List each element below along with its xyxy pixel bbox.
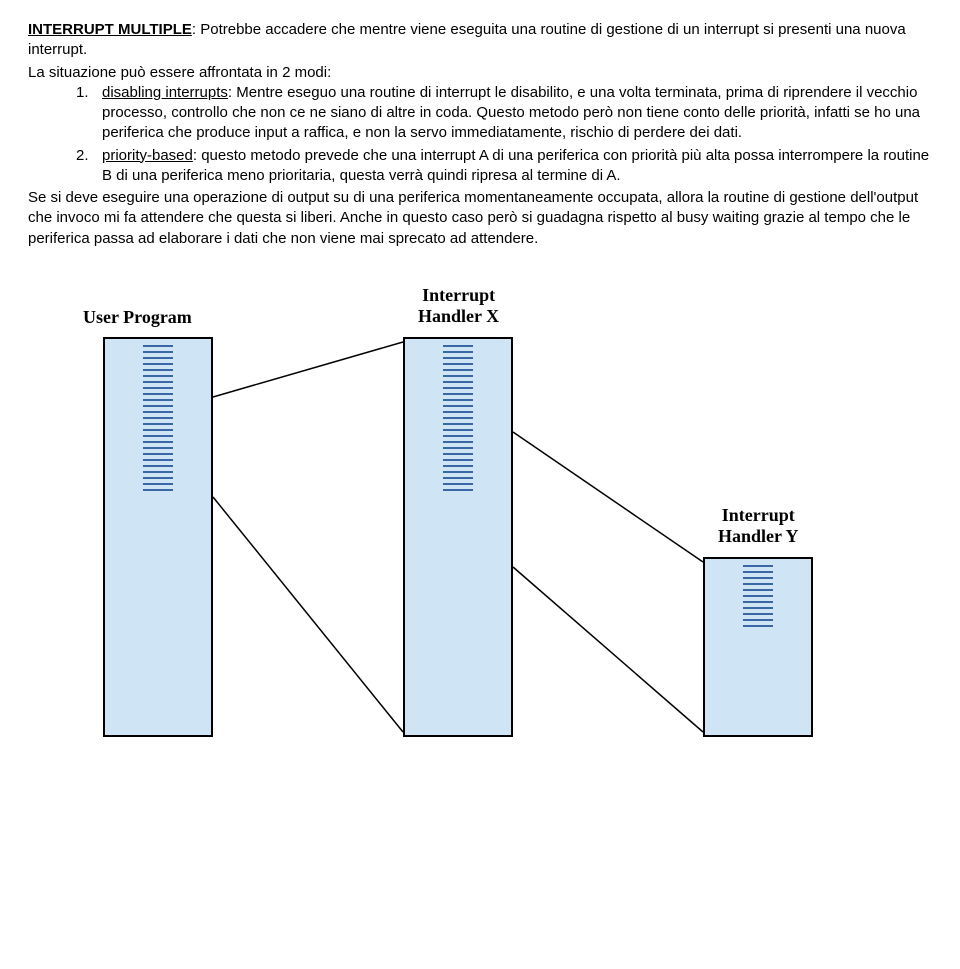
instruction-tick <box>443 471 473 473</box>
instruction-tick <box>443 465 473 467</box>
list-text: priority-based: questo metodo prevede ch… <box>102 146 932 187</box>
list-item: 2. priority-based: questo metodo prevede… <box>76 146 932 187</box>
instruction-tick <box>443 369 473 371</box>
instruction-tick <box>443 477 473 479</box>
instruction-tick <box>143 369 173 371</box>
instruction-tick <box>443 357 473 359</box>
instruction-tick <box>143 465 173 467</box>
instruction-tick <box>743 577 773 579</box>
instruction-tick <box>443 381 473 383</box>
instruction-tick <box>443 399 473 401</box>
method-name: disabling interrupts <box>102 84 228 101</box>
instruction-tick <box>443 447 473 449</box>
list-text: disabling interrupts: Mentre eseguo una … <box>102 83 932 144</box>
instruction-tick <box>143 435 173 437</box>
instruction-tick <box>443 417 473 419</box>
connector-line <box>213 342 403 397</box>
instruction-tick <box>143 351 173 353</box>
instruction-tick <box>443 345 473 347</box>
instruction-tick <box>143 489 173 491</box>
method-name: priority-based <box>102 147 193 164</box>
instruction-tick <box>443 405 473 407</box>
instruction-tick <box>143 387 173 389</box>
instruction-tick <box>143 447 173 449</box>
heading-title: INTERRUPT MULTIPLE <box>28 21 192 38</box>
instruction-tick <box>443 393 473 395</box>
instruction-tick <box>143 393 173 395</box>
instruction-tick <box>443 483 473 485</box>
box-handler-y <box>703 557 813 737</box>
instruction-tick <box>743 571 773 573</box>
instruction-tick <box>143 399 173 401</box>
instruction-tick <box>143 417 173 419</box>
list-item: 1. disabling interrupts: Mentre eseguo u… <box>76 83 932 144</box>
instruction-tick <box>143 453 173 455</box>
instruction-tick <box>143 477 173 479</box>
connector-line <box>513 567 703 732</box>
instruction-tick <box>443 411 473 413</box>
instruction-tick <box>143 381 173 383</box>
instruction-tick <box>143 405 173 407</box>
instruction-tick <box>443 489 473 491</box>
box-handler-x <box>403 337 513 737</box>
method-list: 1. disabling interrupts: Mentre eseguo u… <box>28 83 932 186</box>
instruction-tick <box>743 565 773 567</box>
connector-line <box>213 497 403 732</box>
interrupt-diagram: User Program Interrupt Handler X Interru… <box>28 277 928 747</box>
intro-line: La situazione può essere affrontata in 2… <box>28 63 932 83</box>
followup-paragraph: Se si deve eseguire una operazione di ou… <box>28 188 932 249</box>
instruction-tick <box>443 351 473 353</box>
instruction-tick <box>743 583 773 585</box>
instruction-tick <box>143 411 173 413</box>
instruction-tick <box>743 595 773 597</box>
instruction-tick <box>143 423 173 425</box>
instruction-tick <box>743 601 773 603</box>
instruction-tick <box>443 435 473 437</box>
label-handler-x: Interrupt Handler X <box>418 285 499 328</box>
instruction-tick <box>743 613 773 615</box>
heading: INTERRUPT MULTIPLE: Potrebbe accadere ch… <box>28 20 932 61</box>
instruction-tick <box>443 429 473 431</box>
instruction-tick <box>143 357 173 359</box>
instruction-tick <box>743 619 773 621</box>
instruction-tick <box>143 363 173 365</box>
instruction-tick <box>443 423 473 425</box>
instruction-tick <box>143 345 173 347</box>
instruction-tick <box>443 453 473 455</box>
instruction-tick <box>743 625 773 627</box>
connector-line <box>513 432 703 562</box>
instruction-tick <box>143 471 173 473</box>
instruction-tick <box>143 441 173 443</box>
instruction-tick <box>443 441 473 443</box>
instruction-tick <box>443 363 473 365</box>
method-desc: : questo metodo prevede che una interrup… <box>102 147 929 184</box>
instruction-tick <box>743 607 773 609</box>
instruction-tick <box>443 459 473 461</box>
instruction-tick <box>443 375 473 377</box>
instruction-tick <box>143 375 173 377</box>
instruction-tick <box>443 387 473 389</box>
instruction-tick <box>143 429 173 431</box>
instruction-tick <box>143 459 173 461</box>
list-number: 2. <box>76 146 102 187</box>
instruction-tick <box>143 483 173 485</box>
instruction-tick <box>743 589 773 591</box>
list-number: 1. <box>76 83 102 144</box>
label-user-program: User Program <box>83 307 192 329</box>
box-user-program <box>103 337 213 737</box>
label-handler-y: Interrupt Handler Y <box>718 505 799 548</box>
